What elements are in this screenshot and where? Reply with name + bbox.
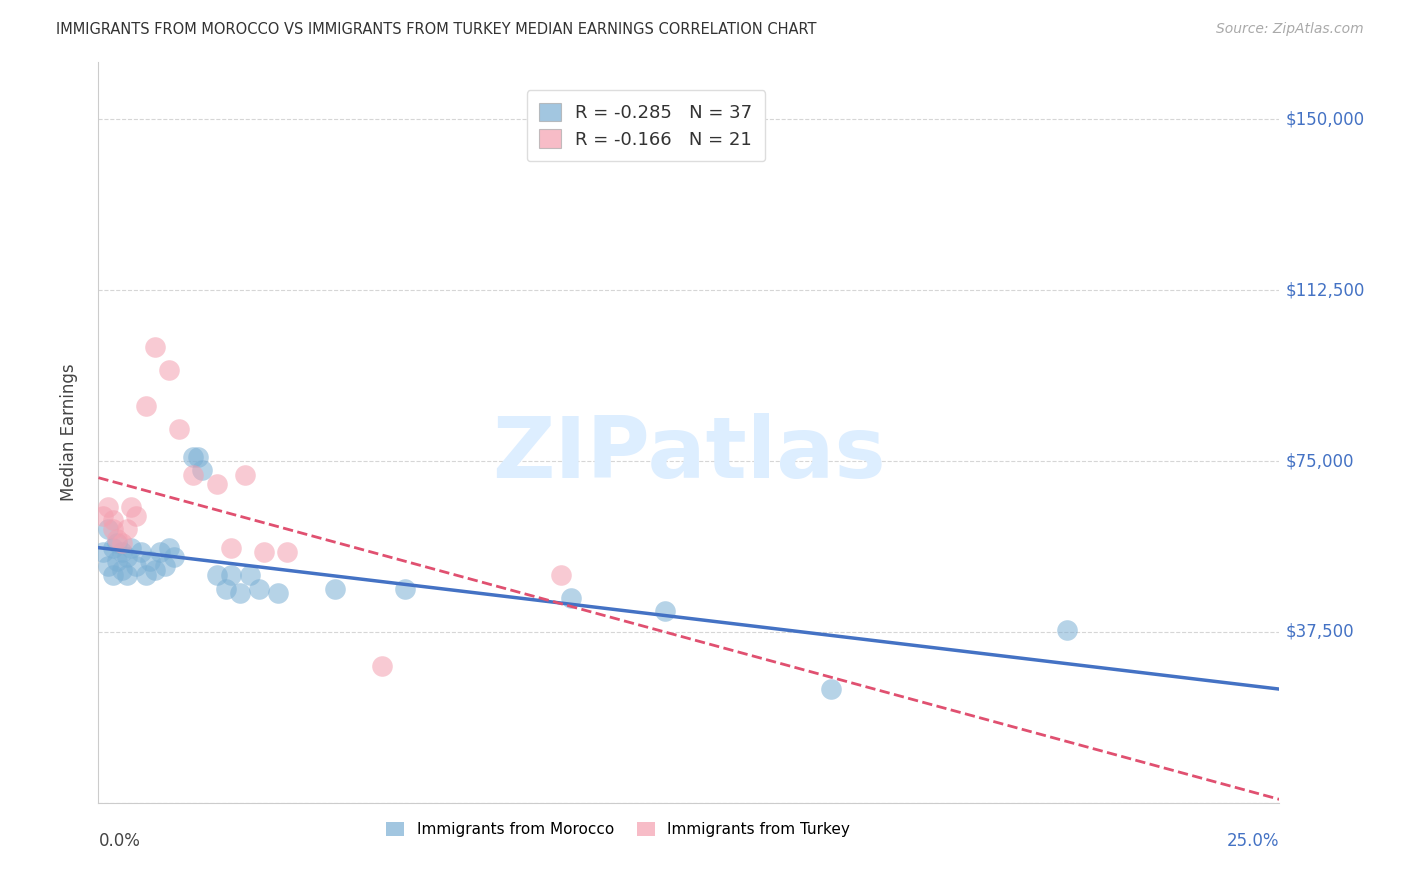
Point xyxy=(91,545,114,559)
Text: $75,000: $75,000 xyxy=(1285,452,1354,470)
Point xyxy=(105,532,128,546)
Text: 25.0%: 25.0% xyxy=(1227,832,1279,850)
Point xyxy=(121,500,143,514)
Text: $112,500: $112,500 xyxy=(1285,281,1365,299)
Point xyxy=(253,545,276,559)
Point xyxy=(205,476,228,491)
Point xyxy=(205,568,228,582)
Point xyxy=(163,549,186,564)
Point xyxy=(135,568,157,582)
Point xyxy=(135,400,157,414)
Point xyxy=(121,541,143,555)
Point xyxy=(229,586,252,600)
Text: IMMIGRANTS FROM MOROCCO VS IMMIGRANTS FROM TURKEY MEDIAN EARNINGS CORRELATION CH: IMMIGRANTS FROM MOROCCO VS IMMIGRANTS FR… xyxy=(56,22,817,37)
Point xyxy=(550,568,572,582)
Point xyxy=(157,541,180,555)
Point xyxy=(101,523,124,537)
Point xyxy=(105,554,128,568)
Point xyxy=(105,536,128,550)
Point xyxy=(157,363,180,377)
Point xyxy=(153,558,176,573)
Point xyxy=(125,508,148,523)
Text: Source: ZipAtlas.com: Source: ZipAtlas.com xyxy=(1216,22,1364,37)
Point xyxy=(560,591,582,605)
Point xyxy=(101,541,124,555)
Point xyxy=(101,568,124,582)
Point xyxy=(215,582,238,596)
Point xyxy=(239,568,262,582)
Point xyxy=(97,523,120,537)
Point xyxy=(371,659,394,673)
Point xyxy=(129,545,152,559)
Point xyxy=(1056,623,1078,637)
Point xyxy=(323,582,346,596)
Point xyxy=(654,604,676,618)
Text: 0.0%: 0.0% xyxy=(98,832,141,850)
Point xyxy=(97,558,120,573)
Point xyxy=(181,450,204,464)
Point xyxy=(167,422,190,436)
Point xyxy=(820,681,842,696)
Point xyxy=(149,545,172,559)
Point xyxy=(219,541,242,555)
Point xyxy=(91,508,114,523)
Point xyxy=(267,586,290,600)
Point xyxy=(115,523,138,537)
Text: $150,000: $150,000 xyxy=(1285,111,1364,128)
Point xyxy=(139,554,162,568)
Point xyxy=(115,568,138,582)
Point xyxy=(125,558,148,573)
Point xyxy=(181,467,204,482)
Point xyxy=(143,564,166,578)
Point xyxy=(191,463,214,477)
Text: ZIPatlas: ZIPatlas xyxy=(492,413,886,496)
Point xyxy=(101,513,124,527)
Point xyxy=(111,564,134,578)
Point xyxy=(233,467,256,482)
Point xyxy=(219,568,242,582)
Y-axis label: Median Earnings: Median Earnings xyxy=(59,364,77,501)
Point xyxy=(115,549,138,564)
Point xyxy=(111,545,134,559)
Point xyxy=(276,545,298,559)
Text: $37,500: $37,500 xyxy=(1285,623,1354,641)
Legend: Immigrants from Morocco, Immigrants from Turkey: Immigrants from Morocco, Immigrants from… xyxy=(380,816,856,843)
Point xyxy=(97,500,120,514)
Point xyxy=(394,582,416,596)
Point xyxy=(111,536,134,550)
Point xyxy=(143,340,166,354)
Point xyxy=(247,582,270,596)
Point xyxy=(187,450,209,464)
